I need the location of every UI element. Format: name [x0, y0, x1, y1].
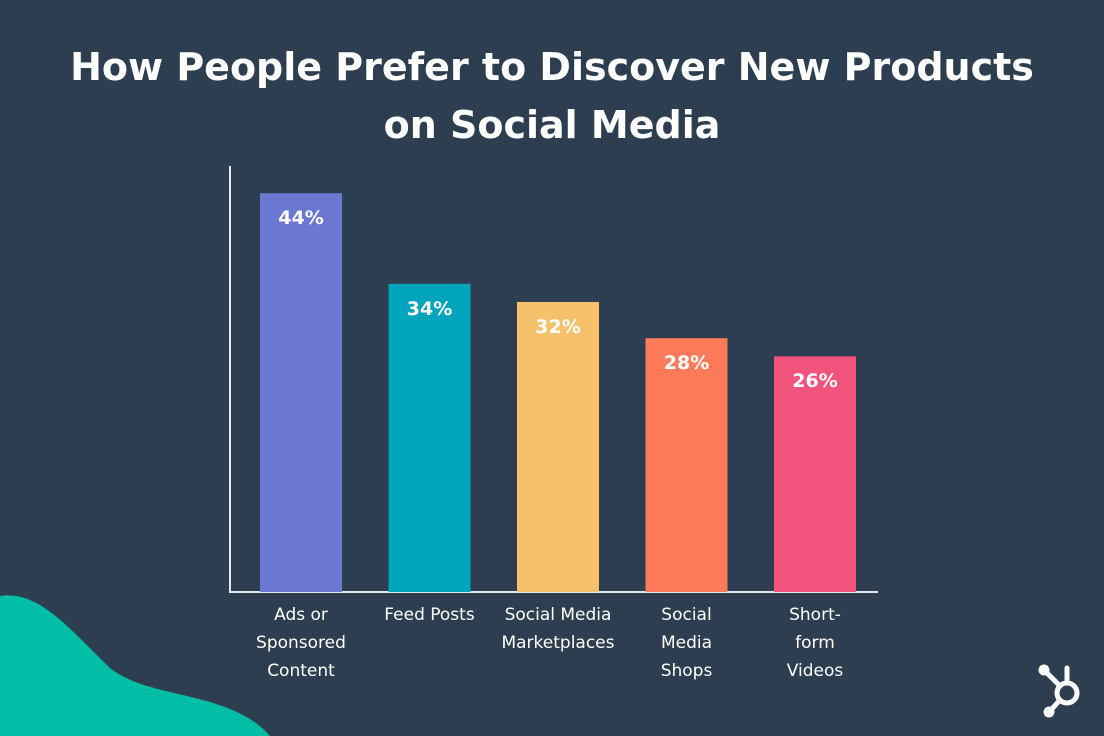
- value-label: 44%: [278, 207, 324, 230]
- logo: [1038, 664, 1080, 718]
- bar: [260, 193, 342, 593]
- bar: [388, 283, 471, 592]
- x-tick-label: Social Media Shops: [660, 605, 713, 681]
- bar: [517, 301, 599, 592]
- x-tick-label: Ads or Sponsored Content: [256, 605, 346, 681]
- value-label: 28%: [663, 352, 710, 375]
- bar: [645, 338, 728, 592]
- value-label: 34%: [406, 297, 453, 320]
- x-tick-label: Feed Posts: [384, 605, 475, 625]
- decoration-blob: [0, 595, 270, 736]
- x-tick-label: Short- form Videos: [786, 605, 844, 681]
- value-label: 26%: [792, 370, 838, 393]
- bar: [774, 356, 856, 592]
- x-tick-label: Social Media Marketplaces: [501, 605, 615, 653]
- value-label: 32%: [535, 315, 581, 338]
- chart-title: How People Prefer to Discover New Produc…: [70, 45, 1034, 147]
